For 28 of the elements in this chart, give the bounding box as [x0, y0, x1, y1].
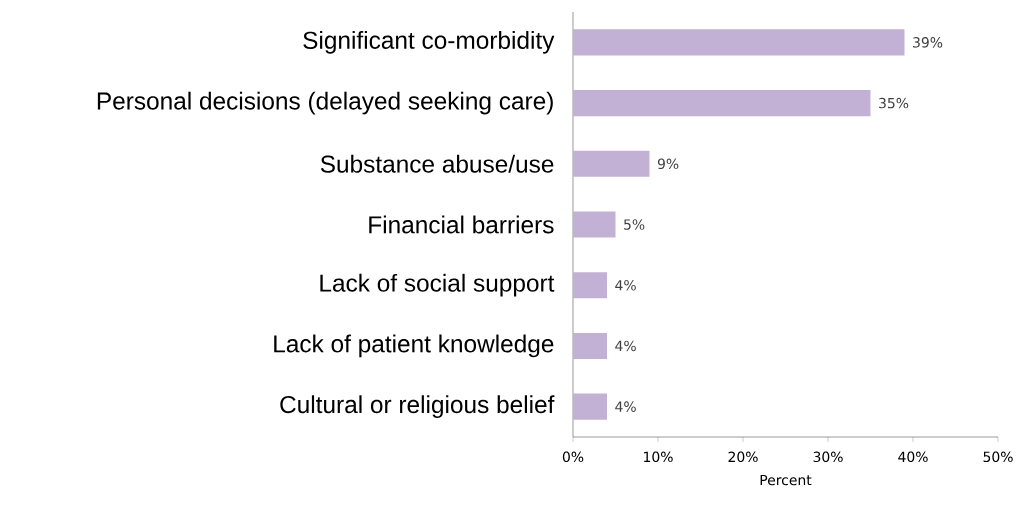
y-tick-label: Financial barriers [369, 215, 554, 234]
data-label: 4% [615, 401, 636, 412]
x-tick-label: 50% [983, 451, 1013, 463]
x-tick-label: 30% [813, 451, 843, 463]
bar [573, 29, 905, 56]
bar [573, 150, 650, 177]
bar [573, 90, 871, 117]
y-tick-label: Substance abuse/use [320, 154, 554, 173]
data-label: 4% [615, 279, 636, 291]
y-tick-label: Lack of social support [320, 273, 555, 297]
x-axis-title: Percent [760, 474, 812, 486]
data-label: 39% [913, 37, 943, 48]
bar [573, 272, 607, 299]
data-label: 4% [615, 340, 636, 352]
y-tick-label: Personal decisions (delayed seeking care) [97, 91, 553, 115]
x-tick-label: 20% [728, 451, 758, 463]
bar [573, 332, 607, 359]
y-tick-label: Significant co-morbidity [303, 30, 555, 54]
bar [573, 393, 607, 420]
data-label: 35% [879, 97, 909, 109]
x-tick-label: 0% [562, 451, 584, 463]
bar [573, 211, 616, 238]
data-label: 5% [624, 219, 645, 230]
x-tick-label: 40% [898, 451, 928, 463]
data-label: 9% [657, 158, 679, 170]
y-tick-label: Lack of patient knowledge [274, 334, 554, 358]
y-tick-label: Cultural or religious belief [280, 395, 555, 419]
x-tick-label: 10% [644, 451, 673, 463]
